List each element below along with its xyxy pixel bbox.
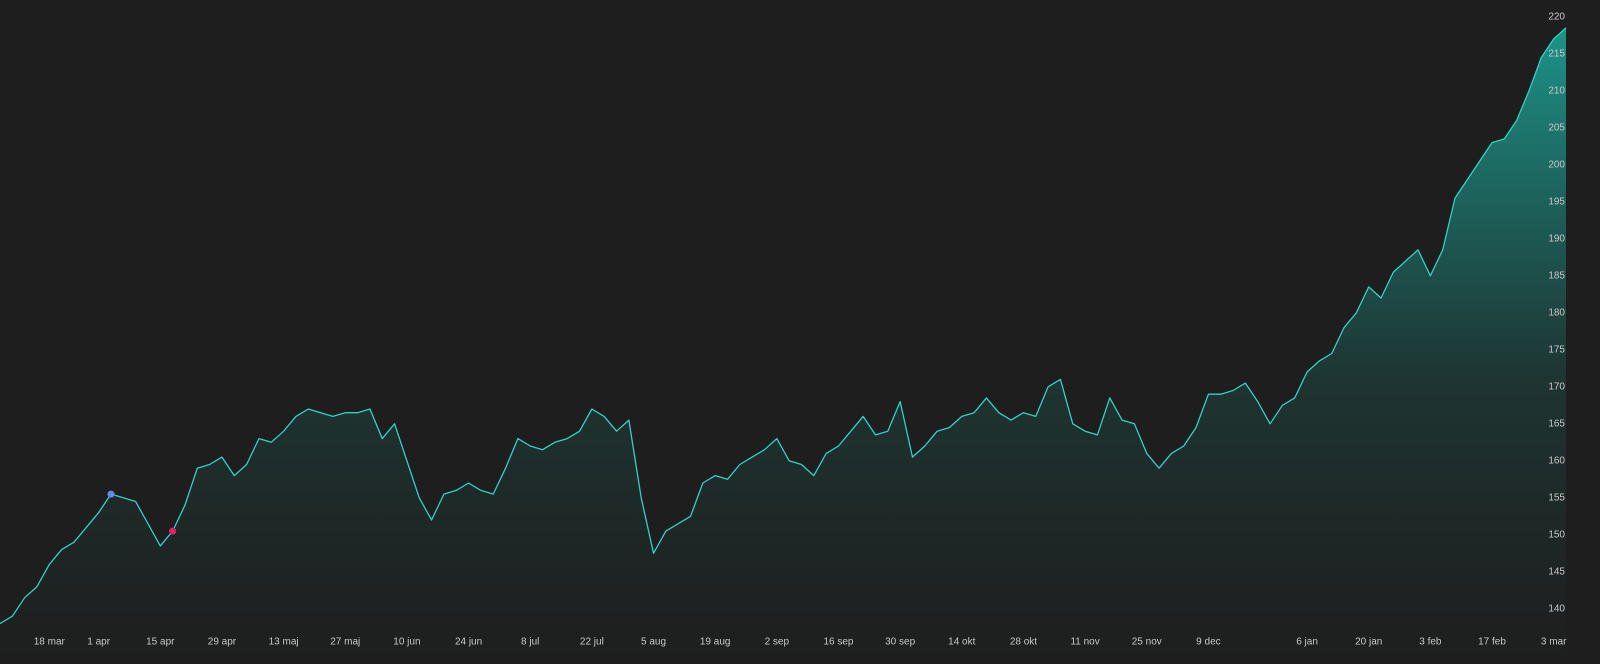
x-tick-label: 6 jan (1296, 637, 1318, 648)
x-tick-label: 16 sep (823, 637, 853, 648)
y-tick-label: 205 (1548, 122, 1565, 133)
x-tick-label: 8 jul (521, 637, 539, 648)
x-tick-label: 11 nov (1070, 637, 1099, 648)
x-tick-label: 20 jan (1355, 637, 1382, 648)
x-tick-label: 17 feb (1478, 637, 1506, 648)
y-tick-label: 165 (1548, 418, 1565, 429)
y-tick-label: 155 (1548, 492, 1565, 503)
y-tick-label: 195 (1548, 196, 1565, 207)
x-tick-label: 24 jun (455, 637, 482, 648)
x-tick-label: 14 okt (948, 637, 975, 648)
y-tick-label: 220 (1548, 11, 1565, 22)
x-tick-label: 30 sep (885, 637, 915, 648)
x-tick-label: 3 feb (1419, 637, 1442, 648)
x-tick-label: 15 apr (146, 637, 175, 648)
y-tick-label: 200 (1548, 159, 1565, 170)
y-tick-label: 150 (1548, 529, 1565, 540)
y-tick-label: 170 (1548, 381, 1565, 392)
x-tick-label: 9 dec (1196, 637, 1220, 648)
x-tick-label: 1 apr (87, 637, 110, 648)
x-tick-label: 2 sep (765, 637, 790, 648)
y-tick-label: 185 (1548, 270, 1565, 281)
line (0, 27, 1567, 625)
area (0, 27, 1566, 664)
x-tick-label: 18 mar (34, 637, 66, 648)
x-tick-label: 19 aug (700, 637, 731, 648)
x-tick-label: 10 jun (393, 637, 420, 648)
y-tick-label: 175 (1548, 344, 1565, 355)
x-tick-label: 3 mar (1541, 637, 1567, 648)
y-tick-label: 190 (1548, 233, 1565, 244)
x-tick-label: 5 aug (641, 637, 666, 648)
x-tick-label: 27 maj (330, 637, 360, 648)
y-tick-label: 160 (1548, 455, 1565, 466)
y-tick-label: 145 (1548, 566, 1565, 577)
y-tick-label: 210 (1548, 85, 1565, 96)
y-tick-label: 140 (1548, 603, 1565, 614)
x-tick-label: 25 nov (1132, 637, 1162, 648)
x-tick-label: 22 jul (580, 637, 604, 648)
event-marker (169, 527, 177, 535)
x-tick-label: 29 apr (208, 637, 237, 648)
y-tick-label: 215 (1548, 48, 1565, 59)
y-tick-label: 180 (1548, 307, 1565, 318)
x-tick-label: 28 okt (1010, 637, 1037, 648)
x-tick-label: 13 maj (269, 637, 299, 648)
event-marker (107, 490, 115, 498)
